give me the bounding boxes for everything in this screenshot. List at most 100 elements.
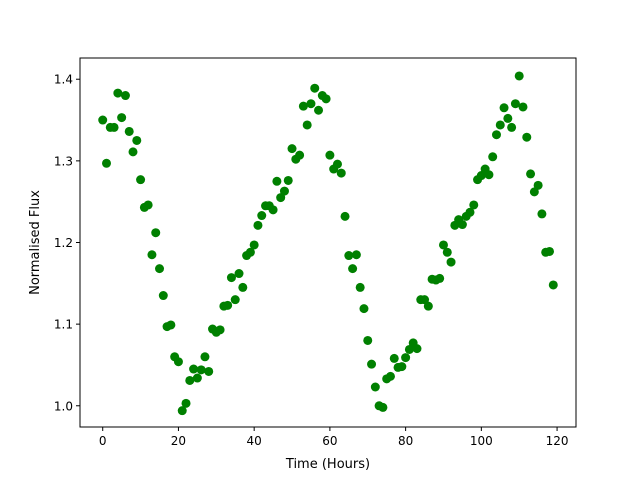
data-point xyxy=(215,325,225,335)
data-point xyxy=(177,406,187,416)
data-point xyxy=(469,200,479,210)
data-point xyxy=(465,207,475,217)
data-point xyxy=(522,132,532,142)
y-axis-ticks: 1.0 1.1 1.2 1.3 1.4 xyxy=(54,73,80,413)
data-point xyxy=(488,152,498,162)
data-point xyxy=(484,170,494,180)
data-point xyxy=(491,130,501,140)
data-point xyxy=(545,246,554,256)
data-point xyxy=(401,353,411,363)
data-point xyxy=(102,158,111,168)
data-point xyxy=(507,122,517,132)
data-point xyxy=(510,99,520,109)
data-point xyxy=(283,175,293,185)
data-point xyxy=(435,273,445,283)
data-point xyxy=(238,282,248,292)
y-tick-label: 1.0 xyxy=(54,399,73,413)
data-point xyxy=(412,344,422,354)
data-point xyxy=(495,120,505,130)
data-point xyxy=(378,402,388,412)
data-point xyxy=(136,175,146,185)
data-point xyxy=(276,193,286,203)
data-point xyxy=(397,362,407,372)
data-point xyxy=(321,94,331,104)
data-point xyxy=(173,357,183,367)
data-point xyxy=(151,228,161,238)
data-point xyxy=(147,250,157,260)
data-point xyxy=(302,120,312,130)
data-point xyxy=(272,176,282,186)
data-point xyxy=(476,171,486,181)
data-point xyxy=(499,103,509,113)
data-point xyxy=(518,102,528,112)
data-point xyxy=(363,335,373,345)
data-point xyxy=(514,71,524,81)
data-point xyxy=(367,359,377,369)
data-point xyxy=(298,101,308,111)
data-point xyxy=(166,320,176,330)
data-point xyxy=(200,352,210,362)
data-point xyxy=(158,291,168,301)
data-point xyxy=(128,147,138,157)
data-point xyxy=(314,105,324,115)
y-tick-label: 1.1 xyxy=(54,318,73,332)
data-point xyxy=(185,375,195,385)
plot-frame xyxy=(79,57,577,428)
data-point xyxy=(526,169,536,179)
data-points xyxy=(98,71,558,416)
data-point xyxy=(155,264,165,274)
x-tick-label: 60 xyxy=(322,434,337,448)
data-point xyxy=(181,398,191,408)
data-point xyxy=(351,250,361,260)
data-point xyxy=(234,269,244,279)
data-point xyxy=(457,220,467,230)
y-tick-label: 1.4 xyxy=(54,73,73,87)
data-point xyxy=(348,264,358,274)
data-point xyxy=(249,240,259,250)
data-point xyxy=(189,364,199,374)
data-point xyxy=(245,247,255,257)
data-point xyxy=(306,99,316,109)
data-point xyxy=(355,282,365,292)
data-point xyxy=(98,115,108,125)
data-point xyxy=(332,159,342,169)
data-point xyxy=(442,247,452,257)
data-point xyxy=(423,301,433,311)
x-tick-label: 100 xyxy=(470,434,493,448)
y-axis-label: Normalised Flux xyxy=(28,190,43,295)
data-point xyxy=(230,295,240,305)
data-point xyxy=(537,209,547,219)
data-point xyxy=(253,220,263,230)
data-point xyxy=(359,304,369,314)
data-point xyxy=(503,113,513,123)
data-point xyxy=(389,353,399,363)
x-tick-label: 0 xyxy=(99,434,107,448)
data-point xyxy=(120,91,130,101)
data-point xyxy=(404,344,414,354)
data-point xyxy=(529,187,539,197)
data-point xyxy=(325,150,335,160)
data-point xyxy=(143,200,153,210)
data-point xyxy=(446,257,456,267)
data-point xyxy=(438,240,448,250)
data-point xyxy=(196,365,206,375)
x-tick-label: 80 xyxy=(398,434,413,448)
x-tick-label: 120 xyxy=(546,434,569,448)
data-point xyxy=(226,273,236,283)
data-point xyxy=(420,295,430,305)
data-point xyxy=(192,373,202,383)
data-point xyxy=(223,300,233,310)
data-point xyxy=(548,280,558,290)
data-point xyxy=(257,211,267,221)
data-point xyxy=(279,186,289,196)
data-point xyxy=(344,251,354,261)
data-point xyxy=(370,382,380,392)
data-point xyxy=(124,126,134,136)
data-point xyxy=(385,371,395,381)
x-tick-label: 40 xyxy=(247,434,262,448)
data-point xyxy=(117,113,127,123)
data-point xyxy=(268,205,278,215)
data-point xyxy=(109,122,119,132)
data-point xyxy=(113,88,123,98)
